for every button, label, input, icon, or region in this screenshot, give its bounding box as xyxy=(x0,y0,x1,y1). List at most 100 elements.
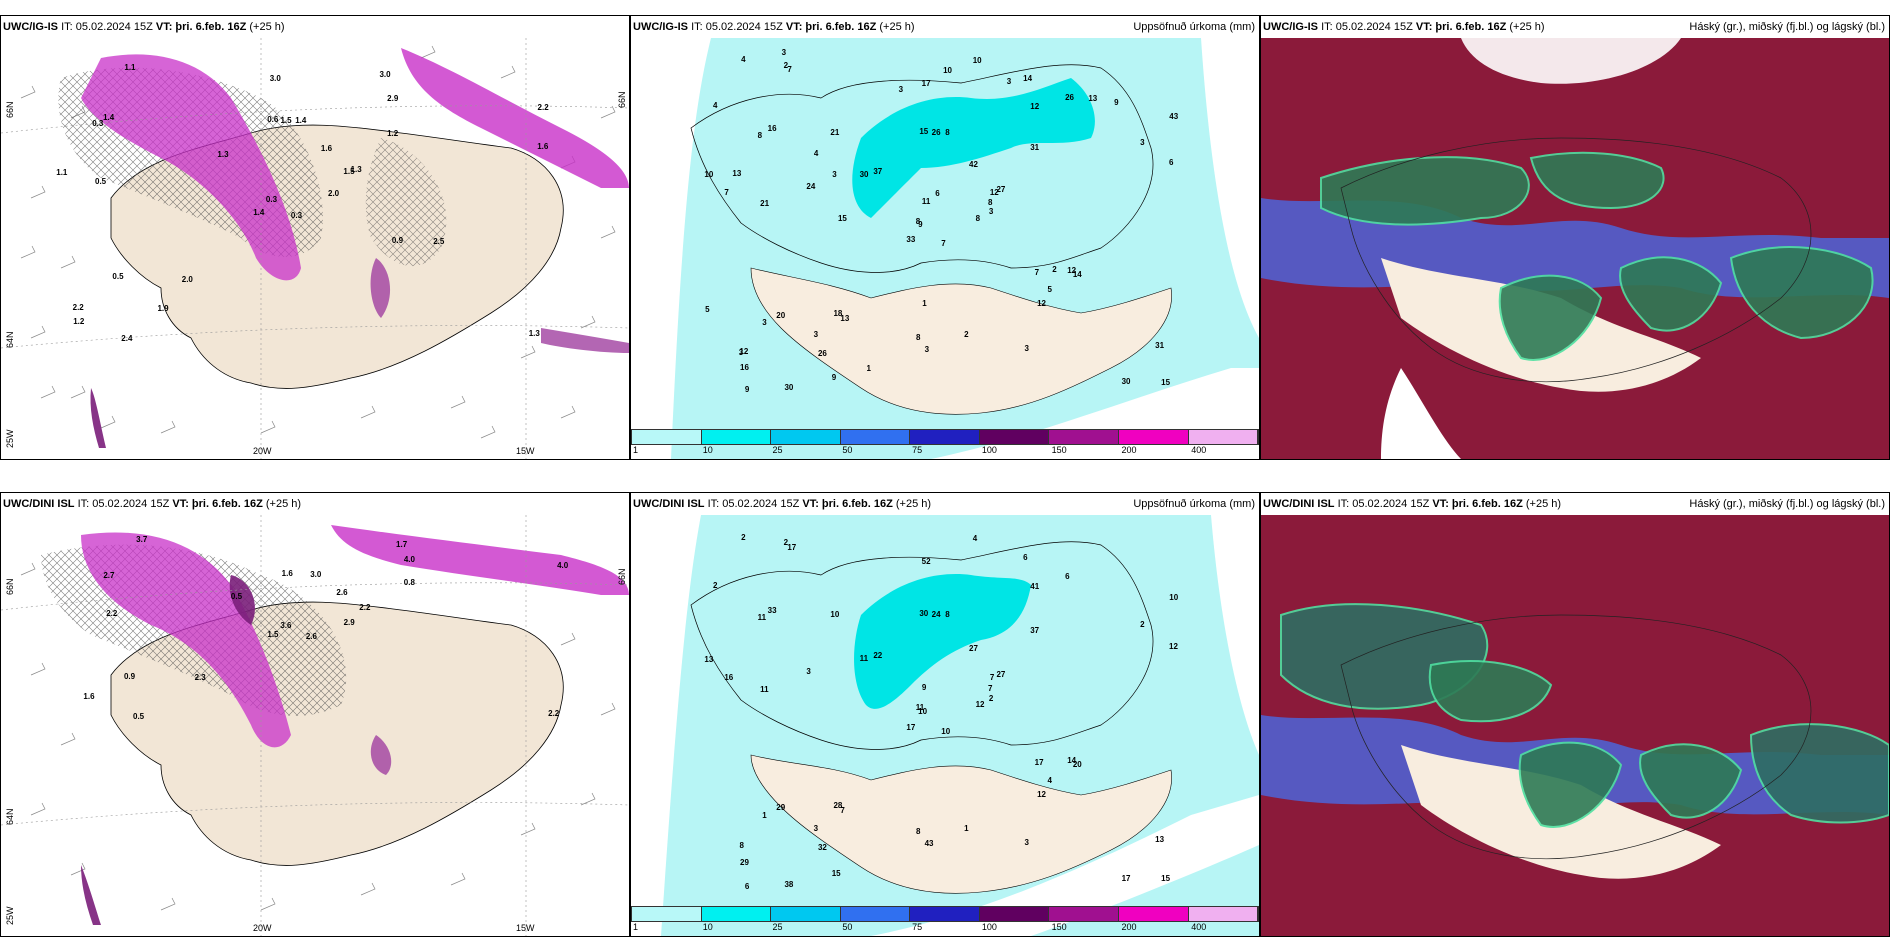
colorbar-swatch xyxy=(1118,430,1189,444)
precip-value-labels: 7 8 9 12 12 13 14 8 12 8 7 15 21 43 33 31 30 15 42 20 37 16 26… xyxy=(631,38,1259,459)
colorbar-label: 75 xyxy=(912,445,923,455)
wind-map-svg xyxy=(1,38,629,459)
map-value-label: 37 xyxy=(1030,626,1040,636)
map-area: 20W 15W 66N 64N 25W 66N 2.6 2.7 3.6 1.6 2.2 2… xyxy=(1,515,629,936)
map-value-label: 13 xyxy=(840,313,850,323)
map-value-label: 1.7 xyxy=(396,539,408,549)
map-area xyxy=(1261,38,1889,459)
map-value-label: 29 xyxy=(776,803,786,813)
map-value-label: 8 xyxy=(945,127,950,137)
map-area: 20W 15W 66N 64N 25W 66N 0.3 0.3 0.3 2.2 1.5 2… xyxy=(1,38,629,459)
map-area: 7 8 9 12 12 13 14 8 12 8 7 15 21 43 33 31 30 15 42 20 37 16 26… xyxy=(631,38,1259,459)
map-value-label: 1 xyxy=(922,299,927,309)
map-value-label: 27 xyxy=(969,643,978,653)
map-value-label: 1.3 xyxy=(217,149,229,159)
map-value-label: 2 xyxy=(964,330,969,340)
precip-band-1 xyxy=(81,54,301,281)
map-value-label: 8 xyxy=(916,333,921,343)
hatch-area-2 xyxy=(365,138,447,267)
map-value-label: 10 xyxy=(704,170,714,180)
map-value-label: 1.6 xyxy=(320,143,333,153)
mid-cloud-band-5 xyxy=(1749,723,1889,824)
map-value-label: 3 xyxy=(781,48,787,58)
map-value-label: 2 xyxy=(783,538,789,548)
map-value-label: 1.1 xyxy=(124,62,136,72)
map-value-label: 2 xyxy=(741,532,746,542)
init-time: IT: 05.02.2024 15Z xyxy=(61,21,153,33)
colorbar-swatch xyxy=(979,907,1050,921)
map-value-label: 16 xyxy=(740,362,749,372)
map-value-label: 13 xyxy=(1155,834,1165,844)
map-value-label: 20 xyxy=(1072,760,1082,770)
map-value-label: 1.5 xyxy=(267,629,279,639)
map-value-label: 18 xyxy=(833,308,843,318)
iceland-coast xyxy=(1340,614,1812,860)
model-name: UWC/IG-IS xyxy=(633,21,688,33)
map-value-label: 12 xyxy=(975,700,985,710)
map-value-label: 2.9 xyxy=(343,617,355,627)
map-area: 10 11 10 8 7 7 6 8 41 12 17 15 11 10 17 37 38 30 27 29 22 29 3… xyxy=(631,515,1259,936)
colorbar-swatch xyxy=(840,430,911,444)
map-value-label: 17 xyxy=(1034,757,1044,767)
map-value-label: 1.6 xyxy=(281,569,293,579)
map-value-label: 3.6 xyxy=(280,621,292,631)
map-value-label: 9 xyxy=(921,683,927,693)
lead-time: (+25 h) xyxy=(879,21,915,33)
map-value-label: 2 xyxy=(1052,265,1057,275)
field-title: Háský (gr.), miðský (fj.bl.) og lágský (… xyxy=(1689,498,1885,510)
precip-cyan-core xyxy=(854,574,1031,709)
no-precip-sea-right xyxy=(1211,515,1259,755)
map-value-label: 3 xyxy=(1024,343,1029,353)
map-value-label: 7 xyxy=(724,188,729,198)
valid-time: VT: þri. 6.feb. 16Z xyxy=(802,498,893,510)
map-value-label: 8 xyxy=(945,609,950,619)
model-name: UWC/DINI ISL xyxy=(633,498,705,510)
panel-wind-precip-igis: UWC/IG-IS IT: 05.02.2024 15Z VT: þri. 6.… xyxy=(0,15,630,460)
colorbar-boxes xyxy=(631,906,1259,922)
map-value-label: 8 xyxy=(915,216,921,226)
init-time: IT: 05.02.2024 15Z xyxy=(1337,498,1430,510)
map-value-label: 17 xyxy=(921,78,931,88)
map-value-label: 12 xyxy=(739,346,749,356)
map-value-label: 4 xyxy=(1047,776,1052,786)
mid-cloud-band-2 xyxy=(1529,151,1665,210)
colorbar-swatch xyxy=(701,430,772,444)
map-value-label: 3 xyxy=(813,330,819,340)
no-precip-land xyxy=(750,754,1172,894)
valid-time: VT: þri. 6.feb. 16Z xyxy=(785,21,877,33)
colorbar-label: 25 xyxy=(772,922,783,932)
colorbar-label: 400 xyxy=(1191,445,1207,455)
map-value-label: 33 xyxy=(767,605,777,615)
colorbar-label: 75 xyxy=(912,922,923,932)
map-value-label: 13 xyxy=(704,654,714,664)
map-value-label: 8 xyxy=(757,130,763,140)
map-value-label: 6 xyxy=(744,881,750,891)
precip-band-2 xyxy=(331,525,629,595)
map-value-label: 22 xyxy=(873,651,883,661)
map-value-label: 12 xyxy=(1030,101,1040,111)
map-value-label: 9 xyxy=(1114,97,1119,107)
colorbar-swatch xyxy=(1188,907,1259,921)
colorbar-swatch xyxy=(701,907,772,921)
wind-barbs xyxy=(20,562,616,911)
map-value-label: 4 xyxy=(813,148,819,158)
map-value-label: 13 xyxy=(1088,94,1098,104)
map-value-label: 1.3 xyxy=(350,164,362,174)
map-value-label: 16 xyxy=(724,673,734,683)
panel-header: UWC/IG-IS IT: 05.02.2024 15Z VT: þri. 6.… xyxy=(631,16,1259,38)
map-value-label: 42 xyxy=(969,160,978,170)
map-value-label: 21 xyxy=(830,128,840,138)
map-value-label: 30 xyxy=(1121,377,1131,387)
white-patch-top xyxy=(1461,38,1681,84)
map-value-label: 2.2 xyxy=(537,102,549,112)
panel-header: UWC/DINI ISL IT: 05.02.2024 15Z VT: þri.… xyxy=(1,493,629,515)
map-value-label: 17 xyxy=(1121,873,1131,883)
map-value-label: 11 xyxy=(760,684,769,694)
colorbar-swatch xyxy=(632,907,702,921)
map-value-label: 30 xyxy=(784,383,794,393)
map-value-label: 3 xyxy=(832,170,837,180)
map-value-label: 38 xyxy=(784,879,794,889)
map-value-label: 3 xyxy=(1006,77,1012,87)
map-value-label: 12 xyxy=(989,187,999,197)
lon-label-20w: 20W xyxy=(253,923,272,933)
